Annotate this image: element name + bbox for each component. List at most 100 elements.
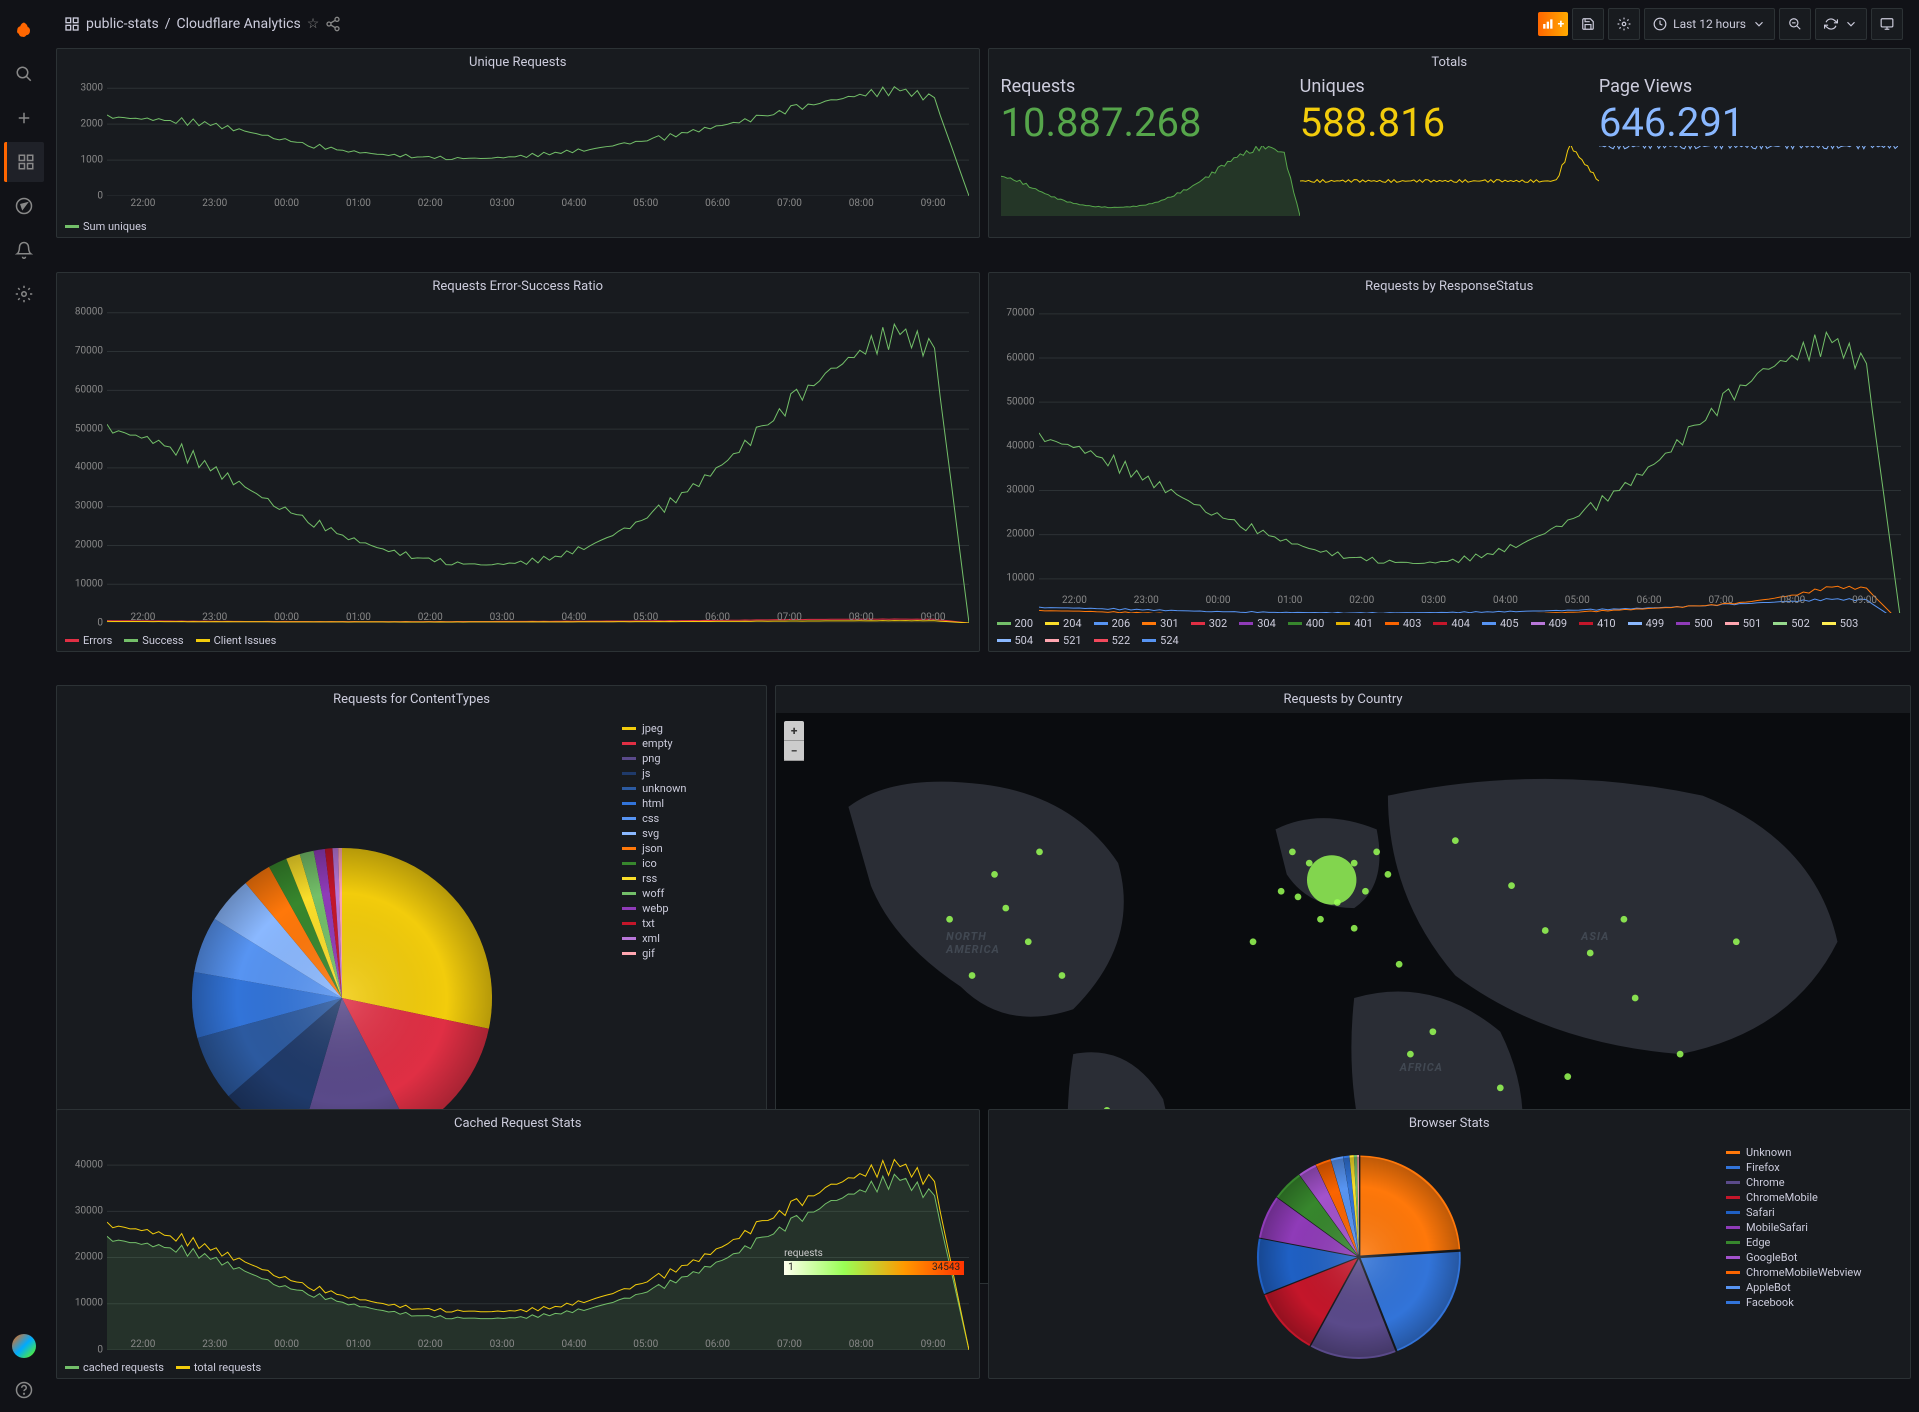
plus-icon[interactable] [4, 98, 44, 138]
legend-item[interactable]: png [622, 751, 754, 766]
legend-item[interactable]: Sum uniques [65, 220, 147, 233]
legend-item[interactable]: 499 [1628, 617, 1665, 630]
search-icon[interactable] [4, 54, 44, 94]
grafana-logo[interactable] [4, 10, 44, 50]
panel-title: Requests by Country [776, 686, 1910, 713]
legend-item[interactable]: empty [622, 736, 754, 751]
legend-item[interactable]: Firefox [1726, 1160, 1898, 1175]
legend-item[interactable]: 403 [1385, 617, 1422, 630]
save-button[interactable] [1572, 8, 1604, 40]
panel-title: Requests Error-Success Ratio [57, 273, 979, 300]
legend-item[interactable]: js [622, 766, 754, 781]
legend-item[interactable]: 401 [1336, 617, 1373, 630]
legend-item[interactable]: ChromeMobile [1726, 1190, 1898, 1205]
breadcrumb: public-stats / Cloudflare Analytics ☆ [64, 16, 341, 32]
legend-item[interactable]: Chrome [1726, 1175, 1898, 1190]
panel-browser-stats: Browser Stats UnknownFirefoxChromeChrome… [988, 1109, 1912, 1379]
zoom-out-button[interactable] [1779, 8, 1811, 40]
user-avatar[interactable] [4, 1326, 44, 1366]
legend-item[interactable]: 521 [1045, 634, 1082, 647]
legend-item[interactable]: 501 [1725, 617, 1762, 630]
legend-item[interactable]: ChromeMobileWebview [1726, 1265, 1898, 1280]
legend-item[interactable]: 204 [1045, 617, 1082, 630]
legend-item[interactable]: MobileSafari [1726, 1220, 1898, 1235]
legend-item[interactable]: gif [622, 946, 754, 961]
legend-item[interactable]: css [622, 811, 754, 826]
legend-item[interactable]: 206 [1094, 617, 1131, 630]
legend-item[interactable]: Unknown [1726, 1145, 1898, 1160]
dashboard-icon [64, 16, 80, 32]
total-requests: Requests 10.887.268 [1001, 76, 1300, 216]
legend-item[interactable]: 503 [1822, 617, 1859, 630]
panel-cached-stats: Cached Request Stats 0100002000030000400… [56, 1109, 980, 1379]
legend-item[interactable]: 405 [1482, 617, 1519, 630]
star-icon[interactable]: ☆ [307, 16, 320, 32]
legend-item[interactable]: 502 [1773, 617, 1810, 630]
configuration-icon[interactable] [4, 274, 44, 314]
panel-title: Requests by ResponseStatus [989, 273, 1911, 300]
legend-item[interactable]: 304 [1239, 617, 1276, 630]
alerting-icon[interactable] [4, 230, 44, 270]
legend-item[interactable]: rss [622, 871, 754, 886]
map-legend: requests 134543 [784, 1248, 964, 1275]
panel-error-success: Requests Error-Success Ratio 01000020000… [56, 272, 980, 652]
legend-item[interactable]: 524 [1142, 634, 1179, 647]
refresh-button[interactable] [1815, 8, 1867, 40]
legend-item[interactable]: 301 [1142, 617, 1179, 630]
legend-item[interactable]: Edge [1726, 1235, 1898, 1250]
legend-item[interactable]: txt [622, 916, 754, 931]
legend-item[interactable]: 409 [1531, 617, 1568, 630]
sidebar [0, 0, 48, 1412]
legend-item[interactable]: 504 [997, 634, 1034, 647]
legend-item[interactable]: Facebook [1726, 1295, 1898, 1310]
map-zoom-controls: + − [784, 721, 804, 761]
legend-item[interactable]: ico [622, 856, 754, 871]
panel-unique-requests: Unique Requests 010002000300022:0023:000… [56, 48, 980, 238]
legend-item[interactable]: GoogleBot [1726, 1250, 1898, 1265]
map-zoom-out[interactable]: − [784, 741, 804, 761]
total-uniques: Uniques 588.816 [1300, 76, 1599, 216]
share-icon[interactable] [325, 16, 341, 32]
legend-item[interactable]: 522 [1094, 634, 1131, 647]
legend-item[interactable]: cached requests [65, 1361, 164, 1374]
map-zoom-in[interactable]: + [784, 721, 804, 741]
breadcrumb-title[interactable]: Cloudflare Analytics [176, 16, 300, 32]
legend-item[interactable]: webp [622, 901, 754, 916]
legend-item[interactable]: Safari [1726, 1205, 1898, 1220]
panel-title: Browser Stats [989, 1110, 1911, 1137]
time-range-picker[interactable]: Last 12 hours [1644, 8, 1775, 40]
help-icon[interactable] [4, 1370, 44, 1410]
dashboards-icon[interactable] [4, 142, 44, 182]
explore-icon[interactable] [4, 186, 44, 226]
settings-button[interactable] [1608, 8, 1640, 40]
legend-item[interactable]: total requests [176, 1361, 261, 1374]
add-panel-button[interactable]: + [1538, 12, 1569, 36]
legend-item[interactable]: woff [622, 886, 754, 901]
legend-item[interactable]: Client Issues [196, 634, 277, 647]
legend-item[interactable]: html [622, 796, 754, 811]
legend-item[interactable]: svg [622, 826, 754, 841]
panel-title: Totals [989, 49, 1911, 76]
panel-response-status: Requests by ResponseStatus 0100002000030… [988, 272, 1912, 652]
legend-item[interactable]: 200 [997, 617, 1034, 630]
legend-item[interactable]: 400 [1288, 617, 1325, 630]
legend-item[interactable]: 410 [1579, 617, 1616, 630]
total-pageviews: Page Views 646.291 [1599, 76, 1898, 216]
panel-totals: Totals Requests 10.887.268 Uniques 588.8… [988, 48, 1912, 238]
legend-item[interactable]: unknown [622, 781, 754, 796]
legend-item[interactable]: jpeg [622, 721, 754, 736]
topbar: public-stats / Cloudflare Analytics ☆ + … [48, 0, 1919, 48]
breadcrumb-folder[interactable]: public-stats [86, 16, 159, 32]
legend-item[interactable]: Errors [65, 634, 112, 647]
panel-title: Unique Requests [57, 49, 979, 76]
panel-title: Cached Request Stats [57, 1110, 979, 1137]
legend-item[interactable]: json [622, 841, 754, 856]
legend-item[interactable]: 302 [1191, 617, 1228, 630]
legend-item[interactable]: Success [124, 634, 183, 647]
panel-title: Requests for ContentTypes [57, 686, 766, 713]
legend-item[interactable]: 404 [1433, 617, 1470, 630]
legend-item[interactable]: xml [622, 931, 754, 946]
legend-item[interactable]: 500 [1676, 617, 1713, 630]
legend-item[interactable]: AppleBot [1726, 1280, 1898, 1295]
cycle-view-button[interactable] [1871, 8, 1903, 40]
